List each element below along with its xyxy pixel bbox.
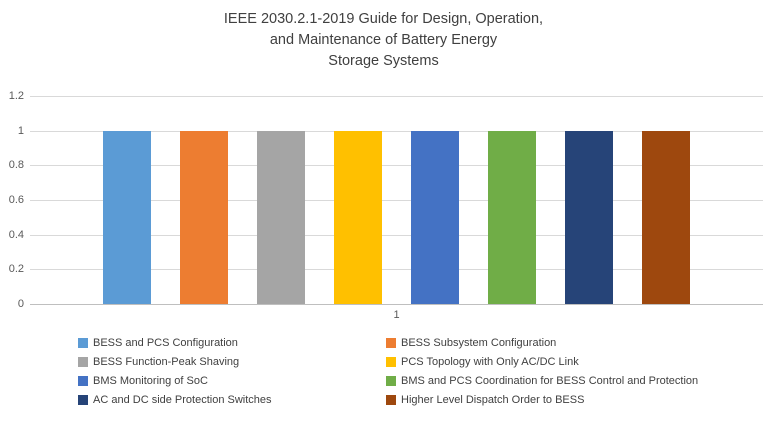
gridline bbox=[30, 130, 763, 132]
chart-title-line-1: IEEE 2030.2.1-2019 Guide for Design, Ope… bbox=[223, 11, 544, 27]
bar-pcs-topology-with-only-ac-dc-link bbox=[334, 130, 382, 304]
bar-bess-subsystem-configuration bbox=[180, 130, 228, 304]
legend-label: AC and DC side Protection Switches bbox=[93, 393, 272, 406]
legend-marker-icon bbox=[78, 356, 88, 367]
legend-item: BMS Monitoring of SoC bbox=[78, 371, 386, 390]
legend-item: PCS Topology with Only AC/DC Link bbox=[386, 352, 698, 371]
legend-label: PCS Topology with Only AC/DC Link bbox=[401, 355, 579, 368]
gridline bbox=[30, 96, 763, 97]
bar-bms-monitoring-of-soc bbox=[411, 130, 459, 304]
bar-bess-and-pcs-configuration bbox=[103, 130, 151, 304]
gridline bbox=[30, 165, 763, 167]
chart-title-line-2: and Maintenance of Battery Energy bbox=[269, 32, 498, 48]
legend-item: BESS Subsystem Configuration bbox=[386, 333, 698, 352]
legend-label: BESS and PCS Configuration bbox=[93, 336, 238, 349]
legend-label: BESS Function-Peak Shaving bbox=[93, 355, 240, 368]
legend-label: BMS Monitoring of SoC bbox=[93, 374, 208, 387]
legend-item: BESS Function-Peak Shaving bbox=[78, 352, 386, 371]
legend-label: Higher Level Dispatch Order to BESS bbox=[401, 393, 585, 406]
y-tick-label: 0 bbox=[17, 298, 24, 310]
chart-title-line-3: Storage Systems bbox=[328, 53, 439, 69]
y-tick-label: 0.8 bbox=[8, 159, 24, 172]
legend-marker-icon bbox=[386, 375, 396, 386]
x-axis-tick-label: 1 bbox=[393, 309, 400, 321]
legend-marker-icon bbox=[386, 356, 396, 367]
gridline bbox=[30, 234, 763, 236]
legend-item: BESS and PCS Configuration bbox=[78, 333, 386, 352]
legend-marker-icon bbox=[78, 337, 88, 348]
legend-marker-icon bbox=[78, 375, 88, 386]
legend-marker-icon bbox=[386, 337, 396, 348]
legend-label: BMS and PCS Coordination for BESS Contro… bbox=[401, 374, 699, 387]
bar-ac-and-dc-side-protection-switches bbox=[565, 130, 613, 304]
y-tick-label: 1.2 bbox=[8, 90, 24, 102]
bar-bess-function-peak-shaving bbox=[257, 130, 305, 304]
bar-bms-and-pcs-coordination-for-bess-control-and-protection bbox=[488, 130, 536, 304]
legend-item: Higher Level Dispatch Order to BESS bbox=[386, 390, 698, 409]
bar-higher-level-dispatch-order-to-bess bbox=[642, 130, 690, 304]
legend-item: BMS and PCS Coordination for BESS Contro… bbox=[386, 371, 698, 390]
legend-marker-icon bbox=[386, 394, 396, 405]
plot-area bbox=[30, 96, 763, 305]
legend-item: AC and DC side Protection Switches bbox=[78, 390, 386, 409]
y-tick-label: 0.2 bbox=[8, 263, 24, 276]
y-tick-label: 0.6 bbox=[8, 194, 24, 206]
legend: BESS and PCS Configuration BESS Subsystem… bbox=[78, 333, 698, 409]
y-tick-label: 0.4 bbox=[8, 228, 24, 241]
legend-label: BESS Subsystem Configuration bbox=[401, 336, 557, 349]
bars-cluster bbox=[30, 96, 763, 304]
y-tick-label: 1 bbox=[17, 124, 24, 137]
gridline bbox=[30, 269, 763, 271]
gridline bbox=[30, 200, 763, 201]
legend-marker-icon bbox=[78, 394, 88, 405]
chart-title: IEEE 2030.2.1-2019 Guide for Design, Ope… bbox=[0, 9, 767, 72]
